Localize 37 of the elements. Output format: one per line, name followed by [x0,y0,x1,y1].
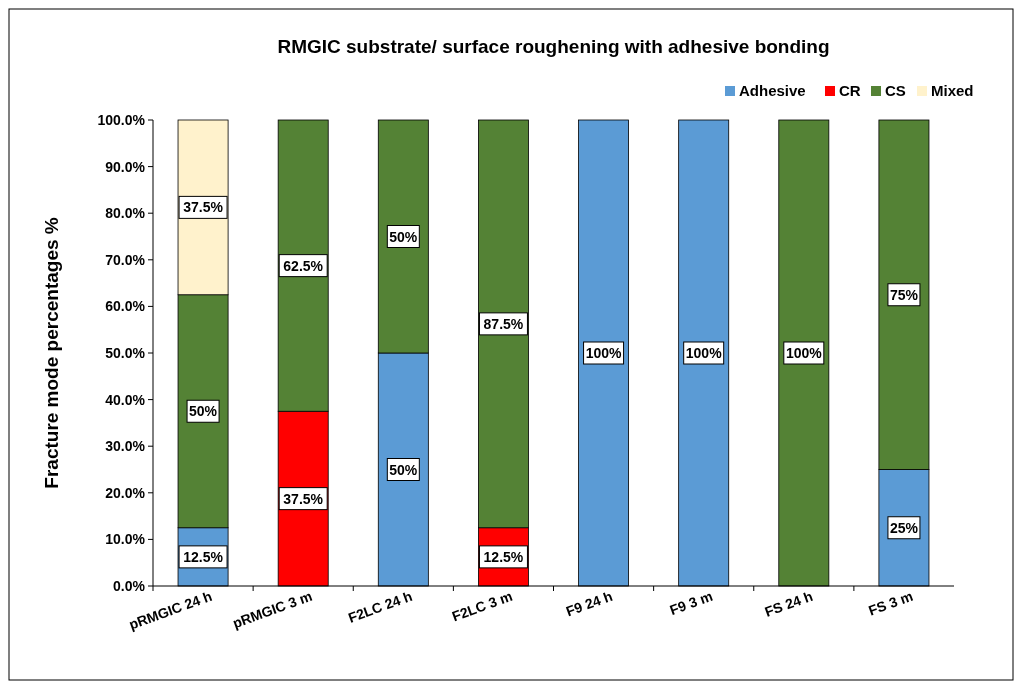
data-label: 100% [685,345,723,361]
y-axis-title: Fracture mode percentages % [41,217,62,489]
y-tick-label: 30.0% [105,438,146,455]
data-label: 12.5% [483,548,524,565]
data-label: 12.5% [183,548,224,565]
y-tick-label: 50.0% [105,345,146,361]
legend-label: Mixed [931,82,974,99]
x-tick-label: FS 3 m [866,587,915,619]
y-tick-label: 0.0% [113,578,146,594]
data-label: 50% [389,461,418,478]
x-tick-label: FS 24 h [762,587,815,620]
y-tick-label: 60.0% [105,298,146,315]
legend-label: CS [885,82,906,99]
y-tick-label: 70.0% [105,251,146,268]
data-label: 50% [389,228,418,245]
data-label: 87.5% [483,315,524,332]
x-tick-label: F2LC 3 m [449,587,515,625]
data-label: 100% [585,345,623,361]
y-tick-label: 20.0% [105,484,146,501]
data-label: 100% [785,345,823,361]
x-tick-label: F2LC 24 h [345,587,415,626]
legend-label: Adhesive [739,82,806,99]
chart-title: RMGIC substrate/ surface roughening with adhesive bonding [277,36,830,57]
y-tick-label: 40.0% [105,391,146,408]
y-tick-label: 100.0% [97,112,146,128]
data-label: 37.5% [283,490,324,507]
x-tick-label: F9 24 h [563,587,615,620]
x-tick-label: F9 3 m [667,587,715,618]
data-label: 75% [889,286,919,303]
data-label: 37.5% [183,199,224,216]
y-tick-label: 80.0% [105,205,146,222]
data-label: 50% [189,403,218,420]
y-tick-label: 10.0% [105,531,146,548]
data-label: 62.5% [283,257,324,274]
legend-label: CR [839,82,861,99]
y-tick-label: 90.0% [105,158,146,175]
data-label: 25% [889,519,919,536]
